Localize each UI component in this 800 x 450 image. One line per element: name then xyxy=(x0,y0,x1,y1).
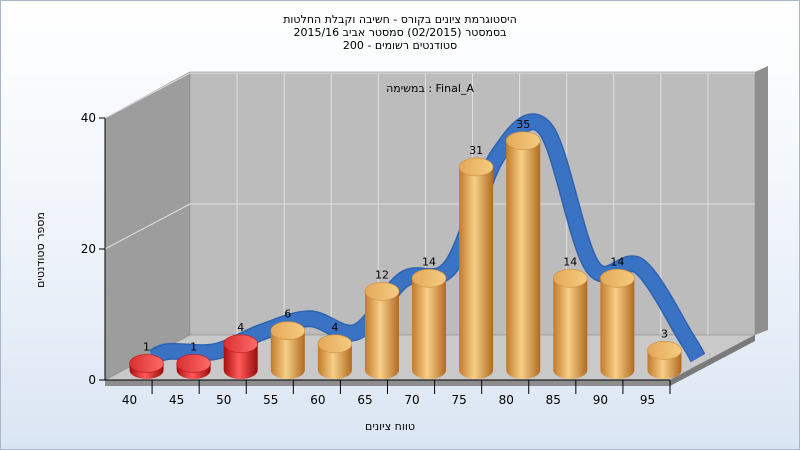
bar-top xyxy=(647,341,682,360)
bar-75 xyxy=(458,157,494,379)
task-annotation: במשימה : Final_A xyxy=(386,82,474,95)
bar-top xyxy=(364,282,400,301)
y-tick-label: 20 xyxy=(81,242,96,256)
bar-body xyxy=(459,166,494,379)
bar-body xyxy=(223,343,258,380)
bar-45 xyxy=(176,354,211,379)
bar-body xyxy=(600,278,635,379)
x-tick-label: 45 xyxy=(169,393,184,407)
bar-65 xyxy=(364,282,400,379)
value-label: 31 xyxy=(469,144,483,157)
bar-60 xyxy=(317,334,353,379)
x-tick-label: 65 xyxy=(357,393,372,407)
grid-line-side xyxy=(104,203,191,250)
value-label: 14 xyxy=(610,255,624,268)
floor-side-edge xyxy=(670,335,755,386)
value-label: 4 xyxy=(331,321,338,334)
bar-50 xyxy=(223,334,259,380)
value-label: 12 xyxy=(375,268,389,281)
bar-95 xyxy=(647,341,682,379)
x-tick-label: 90 xyxy=(593,393,608,407)
value-label: 1 xyxy=(190,340,197,353)
back-wall-edge xyxy=(755,66,768,335)
bar-top xyxy=(458,157,494,177)
bar-top xyxy=(600,268,635,288)
bar-top xyxy=(223,334,259,354)
bar-body xyxy=(412,278,447,379)
bar-70 xyxy=(411,268,447,379)
x-tick-label: 50 xyxy=(216,393,231,407)
bar-top xyxy=(176,354,211,373)
bar-top xyxy=(270,321,306,341)
value-label: 35 xyxy=(516,118,530,131)
x-tick-label: 80 xyxy=(499,393,514,407)
x-tick-label: 95 xyxy=(640,393,655,407)
bar-body xyxy=(506,140,541,379)
x-tick-label: 60 xyxy=(310,393,325,407)
bar-top xyxy=(129,354,164,373)
bar-body xyxy=(364,291,399,379)
bar-90 xyxy=(600,268,635,379)
bar-55 xyxy=(270,321,306,379)
bar-top xyxy=(411,268,447,288)
y-tick-label: 0 xyxy=(88,373,96,387)
x-axis-title: טווח ציונים xyxy=(365,420,415,433)
bar-top xyxy=(505,131,541,151)
bar-body xyxy=(553,278,588,379)
bars xyxy=(129,131,682,380)
value-label: 14 xyxy=(422,255,436,268)
x-tick-label: 75 xyxy=(451,393,466,407)
x-tick-label: 55 xyxy=(263,393,278,407)
bar-top xyxy=(317,334,353,354)
x-tick-label: 40 xyxy=(122,393,137,407)
chart-title-line-3: סטודנטים רשומים - 200 xyxy=(342,39,458,52)
x-tick-label: 85 xyxy=(546,393,561,407)
bar-85 xyxy=(552,268,588,379)
value-label: 14 xyxy=(563,255,577,268)
bar-body xyxy=(317,343,352,379)
value-label: 3 xyxy=(661,327,668,340)
y-axis: 0 20 40 xyxy=(81,111,106,387)
y-axis-title: מספר סטודנטים xyxy=(34,212,47,288)
value-label: 4 xyxy=(237,321,244,334)
x-tick-label: 70 xyxy=(404,393,419,407)
y-tick-label: 40 xyxy=(81,111,96,125)
x-axis: 40 45 50 55 60 65 70 75 80 85 90 95 xyxy=(105,379,671,407)
value-label: 6 xyxy=(284,308,291,321)
bar-body xyxy=(270,330,305,379)
bar-40 xyxy=(129,354,164,379)
grid-line-side xyxy=(104,72,191,119)
chart-title-line-1: היסטוגרמת ציונים בקורס - חשיבה וקבלת החל… xyxy=(283,13,517,26)
chart-title-line-2: בסמסטר (02/2015) סמסטר אביב 2015/16 xyxy=(293,26,507,39)
bar-top xyxy=(552,268,588,288)
bar-80 xyxy=(505,131,541,379)
value-label: 1 xyxy=(143,340,150,353)
